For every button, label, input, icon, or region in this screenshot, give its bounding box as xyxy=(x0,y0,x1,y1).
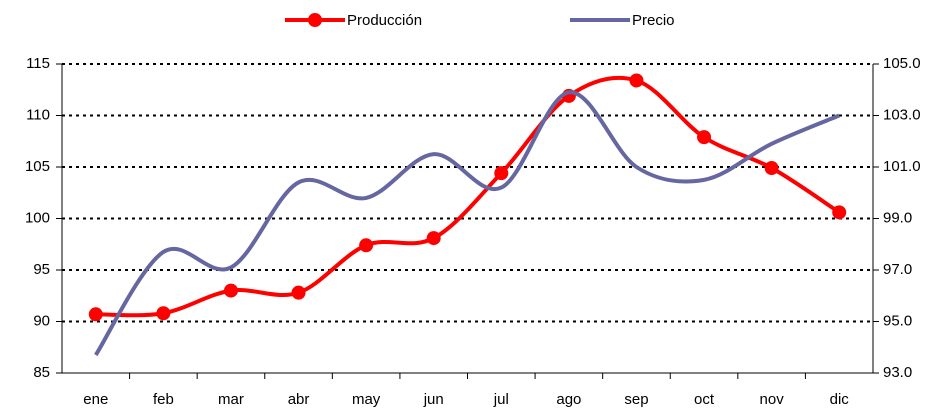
x-tick-label: abr xyxy=(288,391,310,408)
x-tick-label: oct xyxy=(694,391,715,408)
y2-tick-label: 93.0 xyxy=(883,364,912,381)
x-tick-label: jul xyxy=(493,391,509,408)
y2-tick-label: 105.0 xyxy=(883,55,921,72)
y2-tick-label: 101.0 xyxy=(883,158,921,175)
x-tick-label: feb xyxy=(153,391,174,408)
data-point xyxy=(88,307,103,322)
y-tick-label: 95 xyxy=(33,261,50,278)
y-tick-label: 100 xyxy=(25,209,50,226)
data-point xyxy=(764,161,779,176)
series-line xyxy=(94,90,840,357)
x-tick-label: ene xyxy=(83,391,108,408)
y2-tick-label: 99.0 xyxy=(883,209,912,226)
data-point xyxy=(426,231,441,246)
legend-label: Precio xyxy=(632,12,675,29)
data-point xyxy=(223,283,238,298)
x-tick-label: ago xyxy=(556,391,581,408)
data-point xyxy=(832,205,847,220)
y-tick-label: 105 xyxy=(25,158,50,175)
y-tick-label: 115 xyxy=(26,55,50,72)
y2-tick-label: 103.0 xyxy=(883,106,921,123)
data-point xyxy=(359,238,374,253)
x-tick-label: sep xyxy=(624,391,648,408)
y-tick-label: 85 xyxy=(33,364,50,381)
legend-label: Producción xyxy=(347,12,422,29)
series-line xyxy=(95,75,841,318)
x-tick-label: dic xyxy=(830,391,850,408)
data-point xyxy=(697,130,712,145)
y-tick-label: 90 xyxy=(33,312,50,329)
x-tick-label: nov xyxy=(760,391,785,408)
data-point xyxy=(156,306,171,321)
data-point xyxy=(629,73,644,88)
y2-tick-label: 97.0 xyxy=(883,261,912,278)
y-tick-label: 110 xyxy=(26,106,50,123)
data-point xyxy=(494,166,509,181)
x-tick-label: mar xyxy=(218,391,244,408)
legend-marker xyxy=(308,13,322,27)
x-tick-label: may xyxy=(352,391,381,408)
y2-tick-label: 95.0 xyxy=(883,312,912,329)
x-tick-label: jun xyxy=(423,391,444,408)
data-point xyxy=(291,285,306,300)
